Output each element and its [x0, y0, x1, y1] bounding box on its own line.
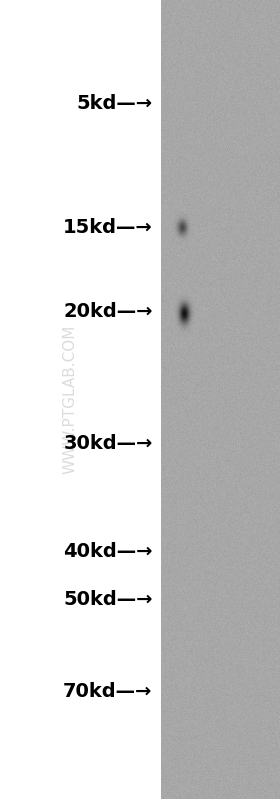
Text: 50kd—→: 50kd—→	[63, 590, 153, 609]
Text: 40kd—→: 40kd—→	[63, 542, 153, 561]
Text: 5kd—→: 5kd—→	[76, 94, 153, 113]
Text: 20kd—→: 20kd—→	[63, 302, 153, 321]
Text: 70kd—→: 70kd—→	[63, 682, 153, 701]
Text: 15kd—→: 15kd—→	[63, 218, 153, 237]
Text: WWW.PTGLAB.COM: WWW.PTGLAB.COM	[62, 325, 78, 474]
Text: 30kd—→: 30kd—→	[63, 434, 153, 453]
